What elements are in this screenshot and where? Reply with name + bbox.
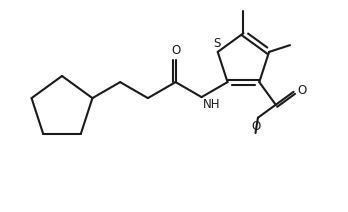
Text: S: S — [213, 37, 220, 50]
Text: NH: NH — [203, 98, 220, 111]
Text: O: O — [171, 44, 180, 57]
Text: O: O — [252, 120, 261, 133]
Text: O: O — [297, 84, 306, 97]
